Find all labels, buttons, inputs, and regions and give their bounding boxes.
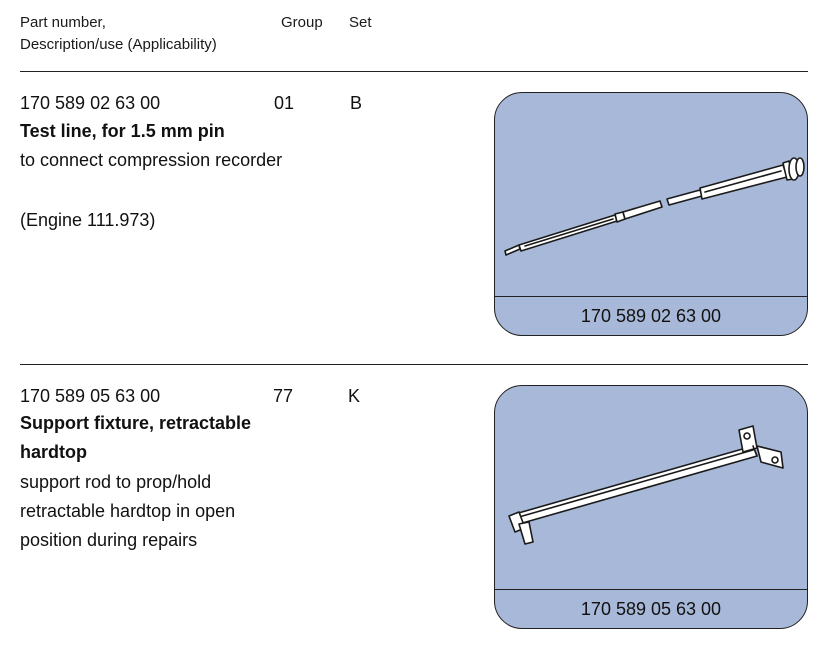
header-part-line1: Part number, [20,14,106,31]
support-fixture-rod-icon [508,425,784,545]
part-set: K [348,386,361,406]
part-number: 170 589 05 63 00 [20,386,161,406]
part-image-caption: 170 589 02 63 00 [495,296,807,335]
part-title: Test line, for 1.5 mm pin [20,121,225,141]
part-number: 170 589 02 63 00 [20,93,161,113]
part-illustration-card: 170 589 05 63 00 [494,385,808,629]
part-description: to connect compression recorder [20,150,283,170]
part-description-line2: retractable hardtop in open [20,501,236,521]
group-column-header: Group [281,14,323,31]
header-part-line2: Description/use (Applicability) [20,36,217,53]
part-image-caption: 170 589 05 63 00 [495,589,807,628]
header-divider [20,71,808,72]
test-line-tool-icon [504,157,805,256]
entry-divider [20,364,808,365]
set-column-header: Set [349,14,372,31]
part-group: 77 [273,386,294,406]
part-number-column-header: Part number, Description/use (Applicabil… [20,12,217,56]
part-set: B [350,93,363,113]
part-description-line1: support rod to prop/hold [20,472,212,492]
part-title-line1: Support fixture, retractable [20,413,252,433]
part-applicability: (Engine 111.973) [20,210,156,230]
part-title-line2: hardtop [20,442,87,462]
part-illustration-card: 170 589 02 63 00 [494,92,808,336]
part-group: 01 [274,93,295,113]
part-description-line3: position during repairs [20,530,198,550]
